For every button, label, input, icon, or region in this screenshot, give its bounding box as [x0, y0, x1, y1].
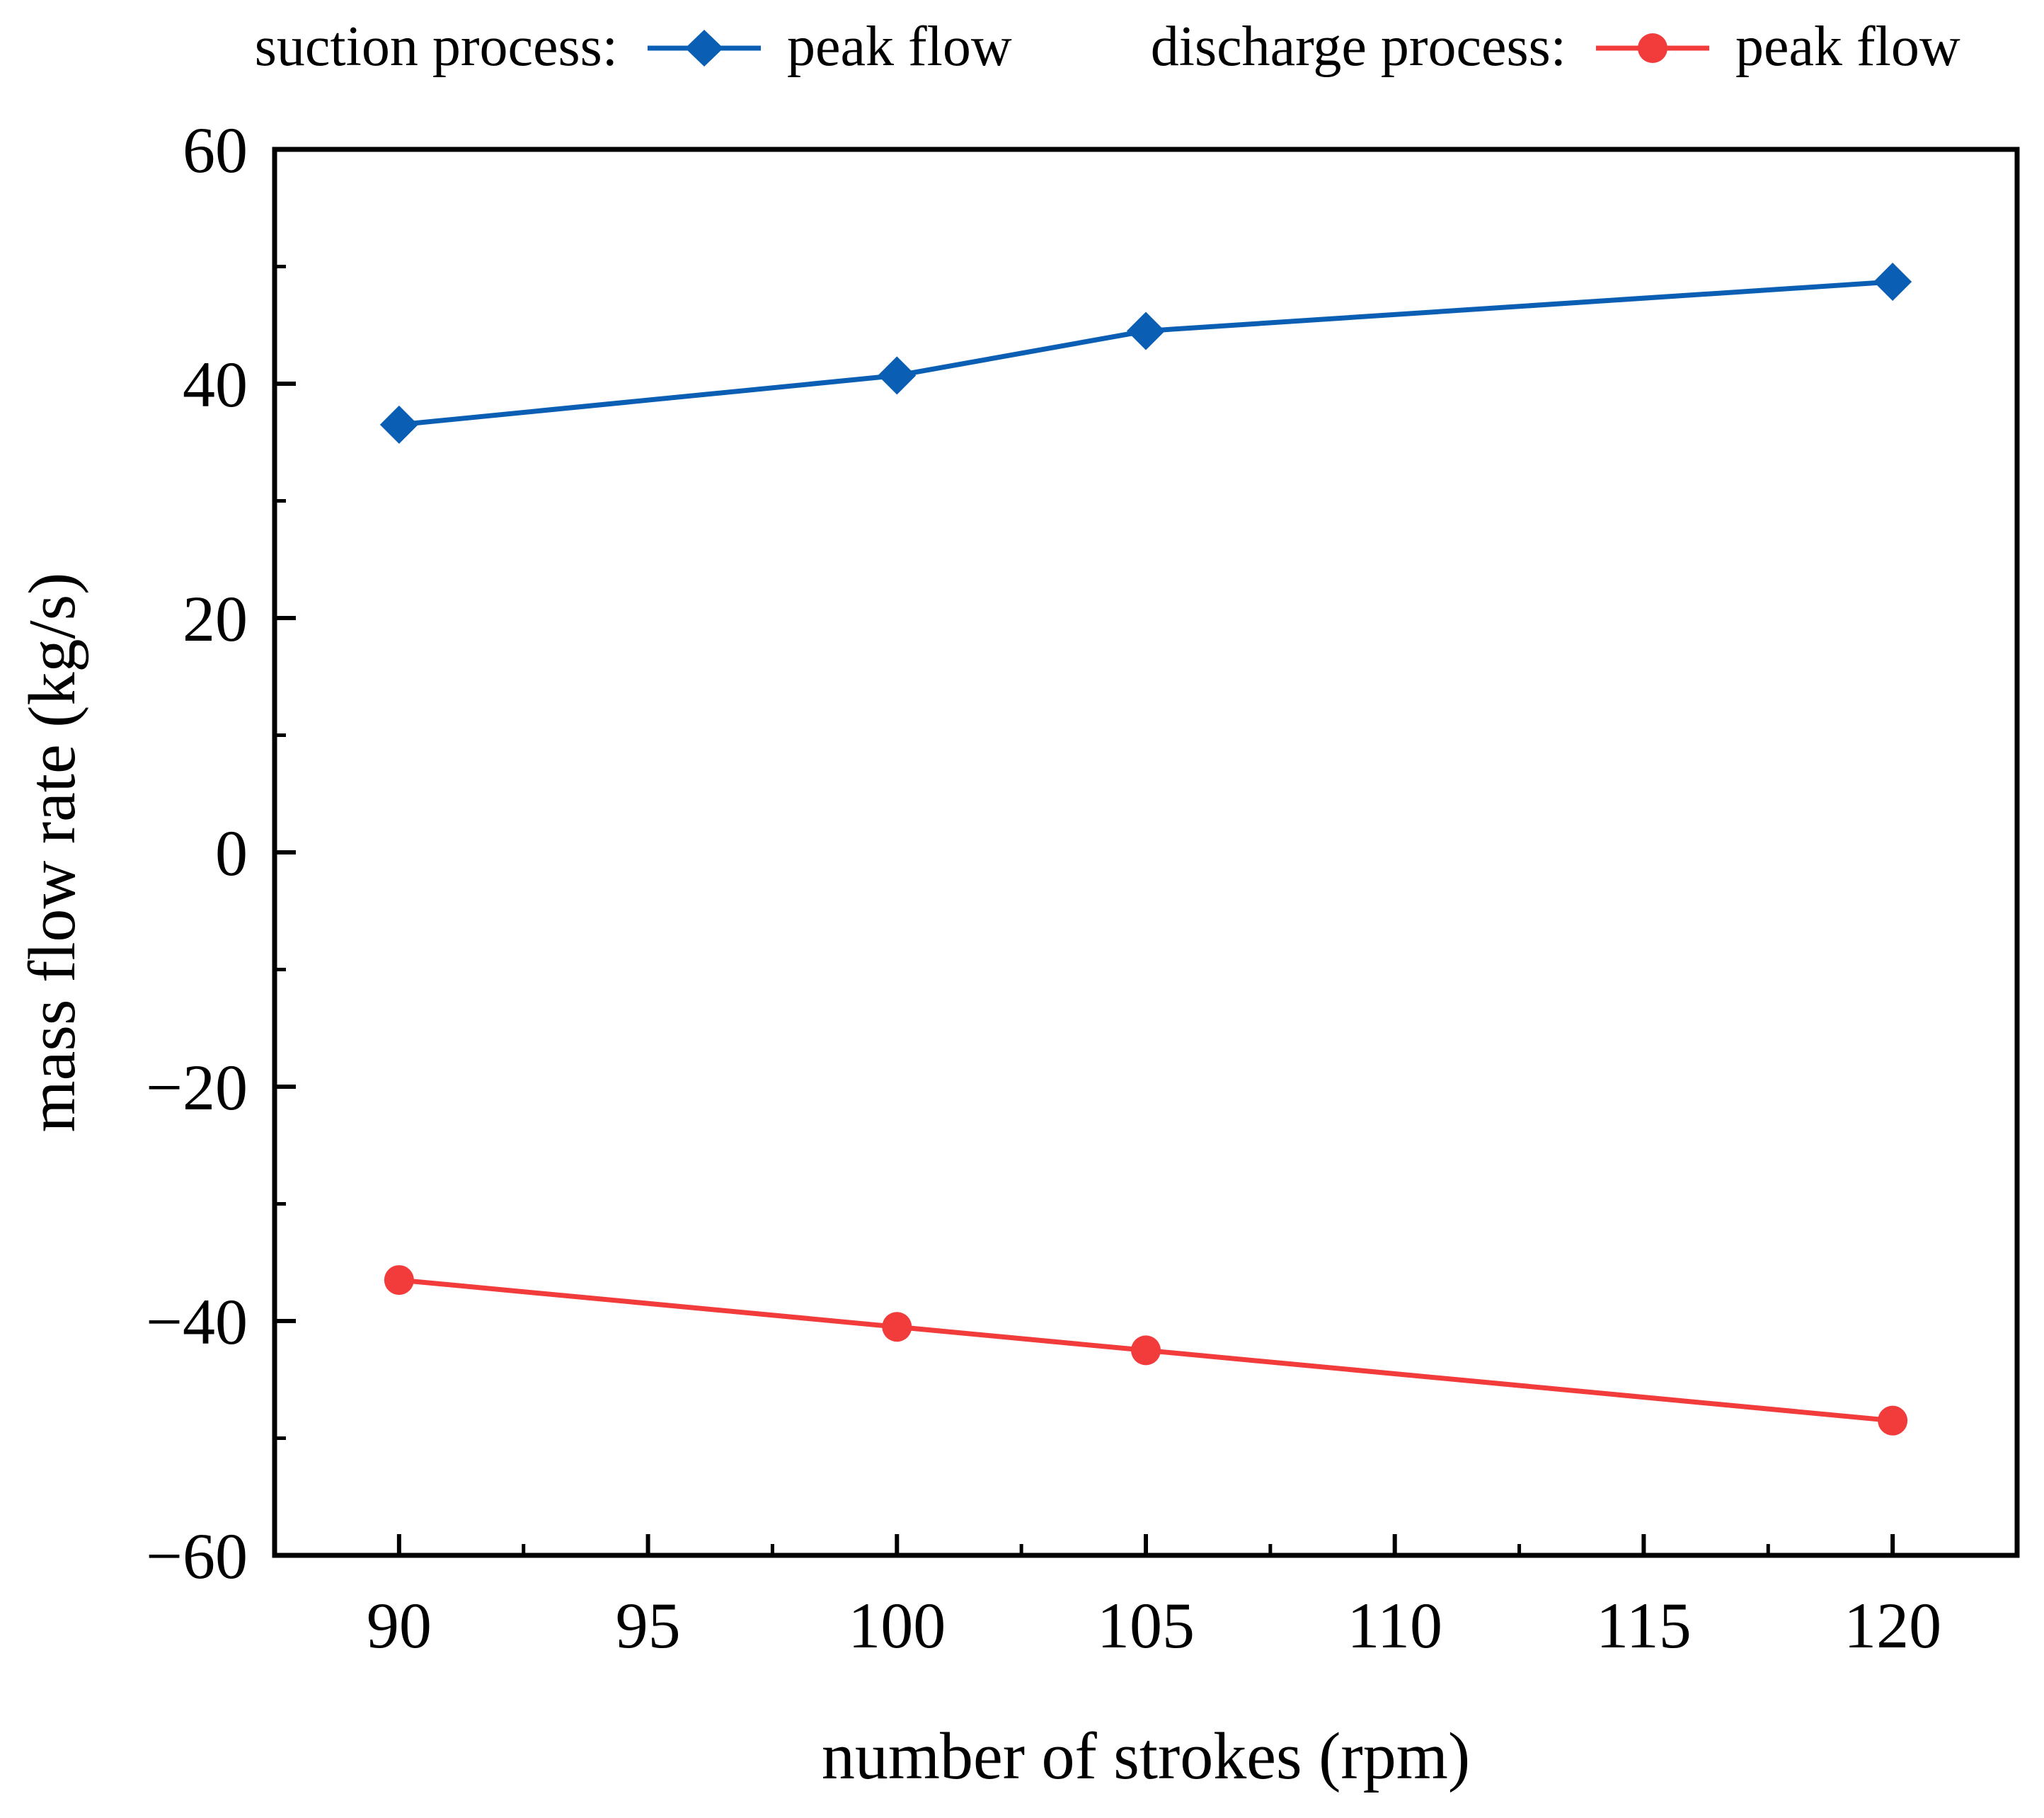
plot-frame: [272, 147, 2020, 1558]
legend-marker-circle-icon: [1638, 33, 1667, 63]
x-tick-label: 110: [1347, 1589, 1442, 1662]
suction-point: [379, 405, 418, 444]
x-tick-label: 115: [1596, 1589, 1692, 1662]
y-tick-label: 40: [183, 348, 248, 421]
y-tick-label: 20: [183, 583, 248, 655]
suction-point: [1873, 263, 1912, 302]
legend: suction process: peak flow discharge pro…: [255, 16, 1960, 78]
discharge-point: [882, 1312, 912, 1342]
x-tick-label: 105: [1097, 1589, 1195, 1662]
legend-label-suction: peak flow: [787, 16, 1012, 78]
y-tick-label: −40: [146, 1286, 248, 1358]
y-tick-label: −20: [146, 1051, 248, 1124]
y-tick-label: 0: [215, 817, 248, 889]
legend-label-discharge: peak flow: [1735, 16, 1960, 78]
y-tick-label: 60: [183, 114, 248, 186]
discharge-point: [1131, 1335, 1161, 1366]
series-layer: [379, 263, 1912, 1436]
suction-point: [1127, 311, 1165, 350]
x-axis-title: number of strokes (rpm): [822, 1720, 1470, 1793]
x-tick-label: 120: [1844, 1589, 1941, 1662]
legend-marker-diamond-icon: [685, 30, 723, 67]
discharge-point: [384, 1265, 414, 1296]
legend-group-discharge: discharge process:: [1151, 16, 1566, 78]
x-tick-label: 90: [367, 1589, 432, 1662]
legend-group-suction: suction process:: [255, 16, 618, 78]
y-tick-label: −60: [146, 1520, 248, 1592]
suction-point: [878, 356, 917, 395]
series-line-discharge: [398, 1277, 1893, 1424]
y-axis-title: mass flow rate (kg/s): [16, 573, 89, 1133]
discharge-point: [1878, 1405, 1908, 1436]
series-line-suction: [398, 279, 1893, 428]
axes: 90 95 100 105 110 115 120 60 40 20 0 −20 −40 −60: [146, 114, 1941, 1662]
x-tick-label: 100: [848, 1589, 946, 1662]
x-tick-label: 95: [616, 1589, 681, 1662]
